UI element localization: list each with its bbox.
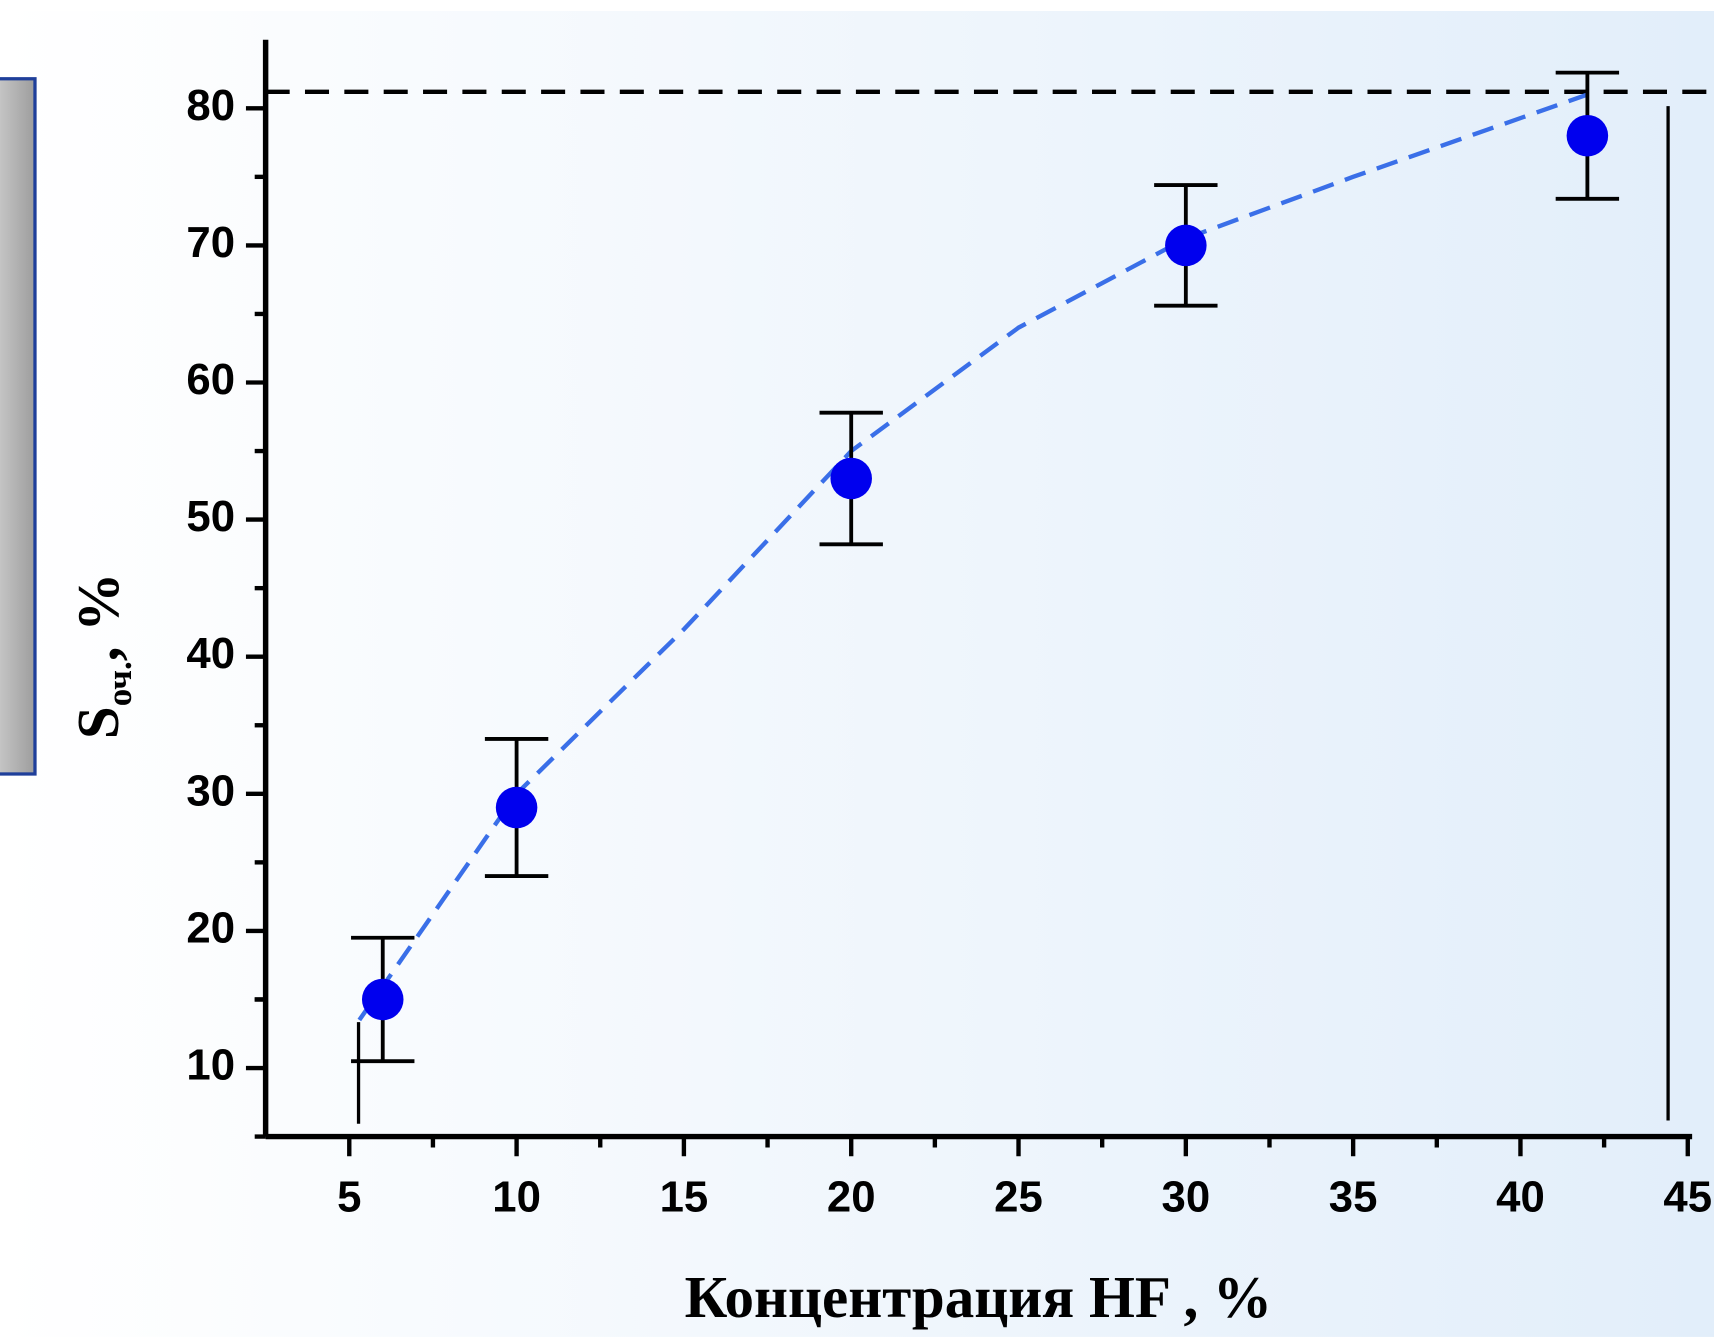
x-tick-label: 15 <box>660 1173 709 1222</box>
y-tick-label: 50 <box>186 492 235 541</box>
x-tick-label: 10 <box>492 1173 541 1222</box>
x-tick-label: 35 <box>1329 1173 1378 1222</box>
y-axis-label: Sоч., % <box>65 573 139 739</box>
y-tick-label: 60 <box>186 355 235 404</box>
y-tick-label: 10 <box>186 1041 235 1090</box>
x-tick-label: 30 <box>1162 1173 1211 1222</box>
y-label-unit: , % <box>65 573 131 662</box>
y-tick-label: 70 <box>186 218 235 267</box>
y-tick-label: 40 <box>186 629 235 678</box>
y-label-main: S <box>65 706 131 739</box>
data-point <box>830 457 872 500</box>
y-tick-label: 80 <box>186 81 235 130</box>
y-tick-label: 30 <box>186 766 235 815</box>
background <box>0 10 1714 1337</box>
data-point <box>361 978 404 1021</box>
x-tick-label: 25 <box>994 1173 1043 1222</box>
y-label-sub: оч. <box>100 661 139 706</box>
x-axis-label: Концентрация HF , % <box>685 1264 1272 1330</box>
x-tick-label: 45 <box>1663 1173 1712 1222</box>
data-point <box>495 786 538 829</box>
x-tick-label: 40 <box>1496 1173 1545 1222</box>
data-point <box>1165 224 1207 267</box>
fit-curve <box>357 92 1589 1022</box>
data-point <box>1566 114 1609 157</box>
x-tick-label: 5 <box>337 1173 361 1222</box>
side-image <box>0 77 37 776</box>
x-tick-label: 20 <box>827 1173 876 1222</box>
y-tick-label: 20 <box>186 903 235 952</box>
